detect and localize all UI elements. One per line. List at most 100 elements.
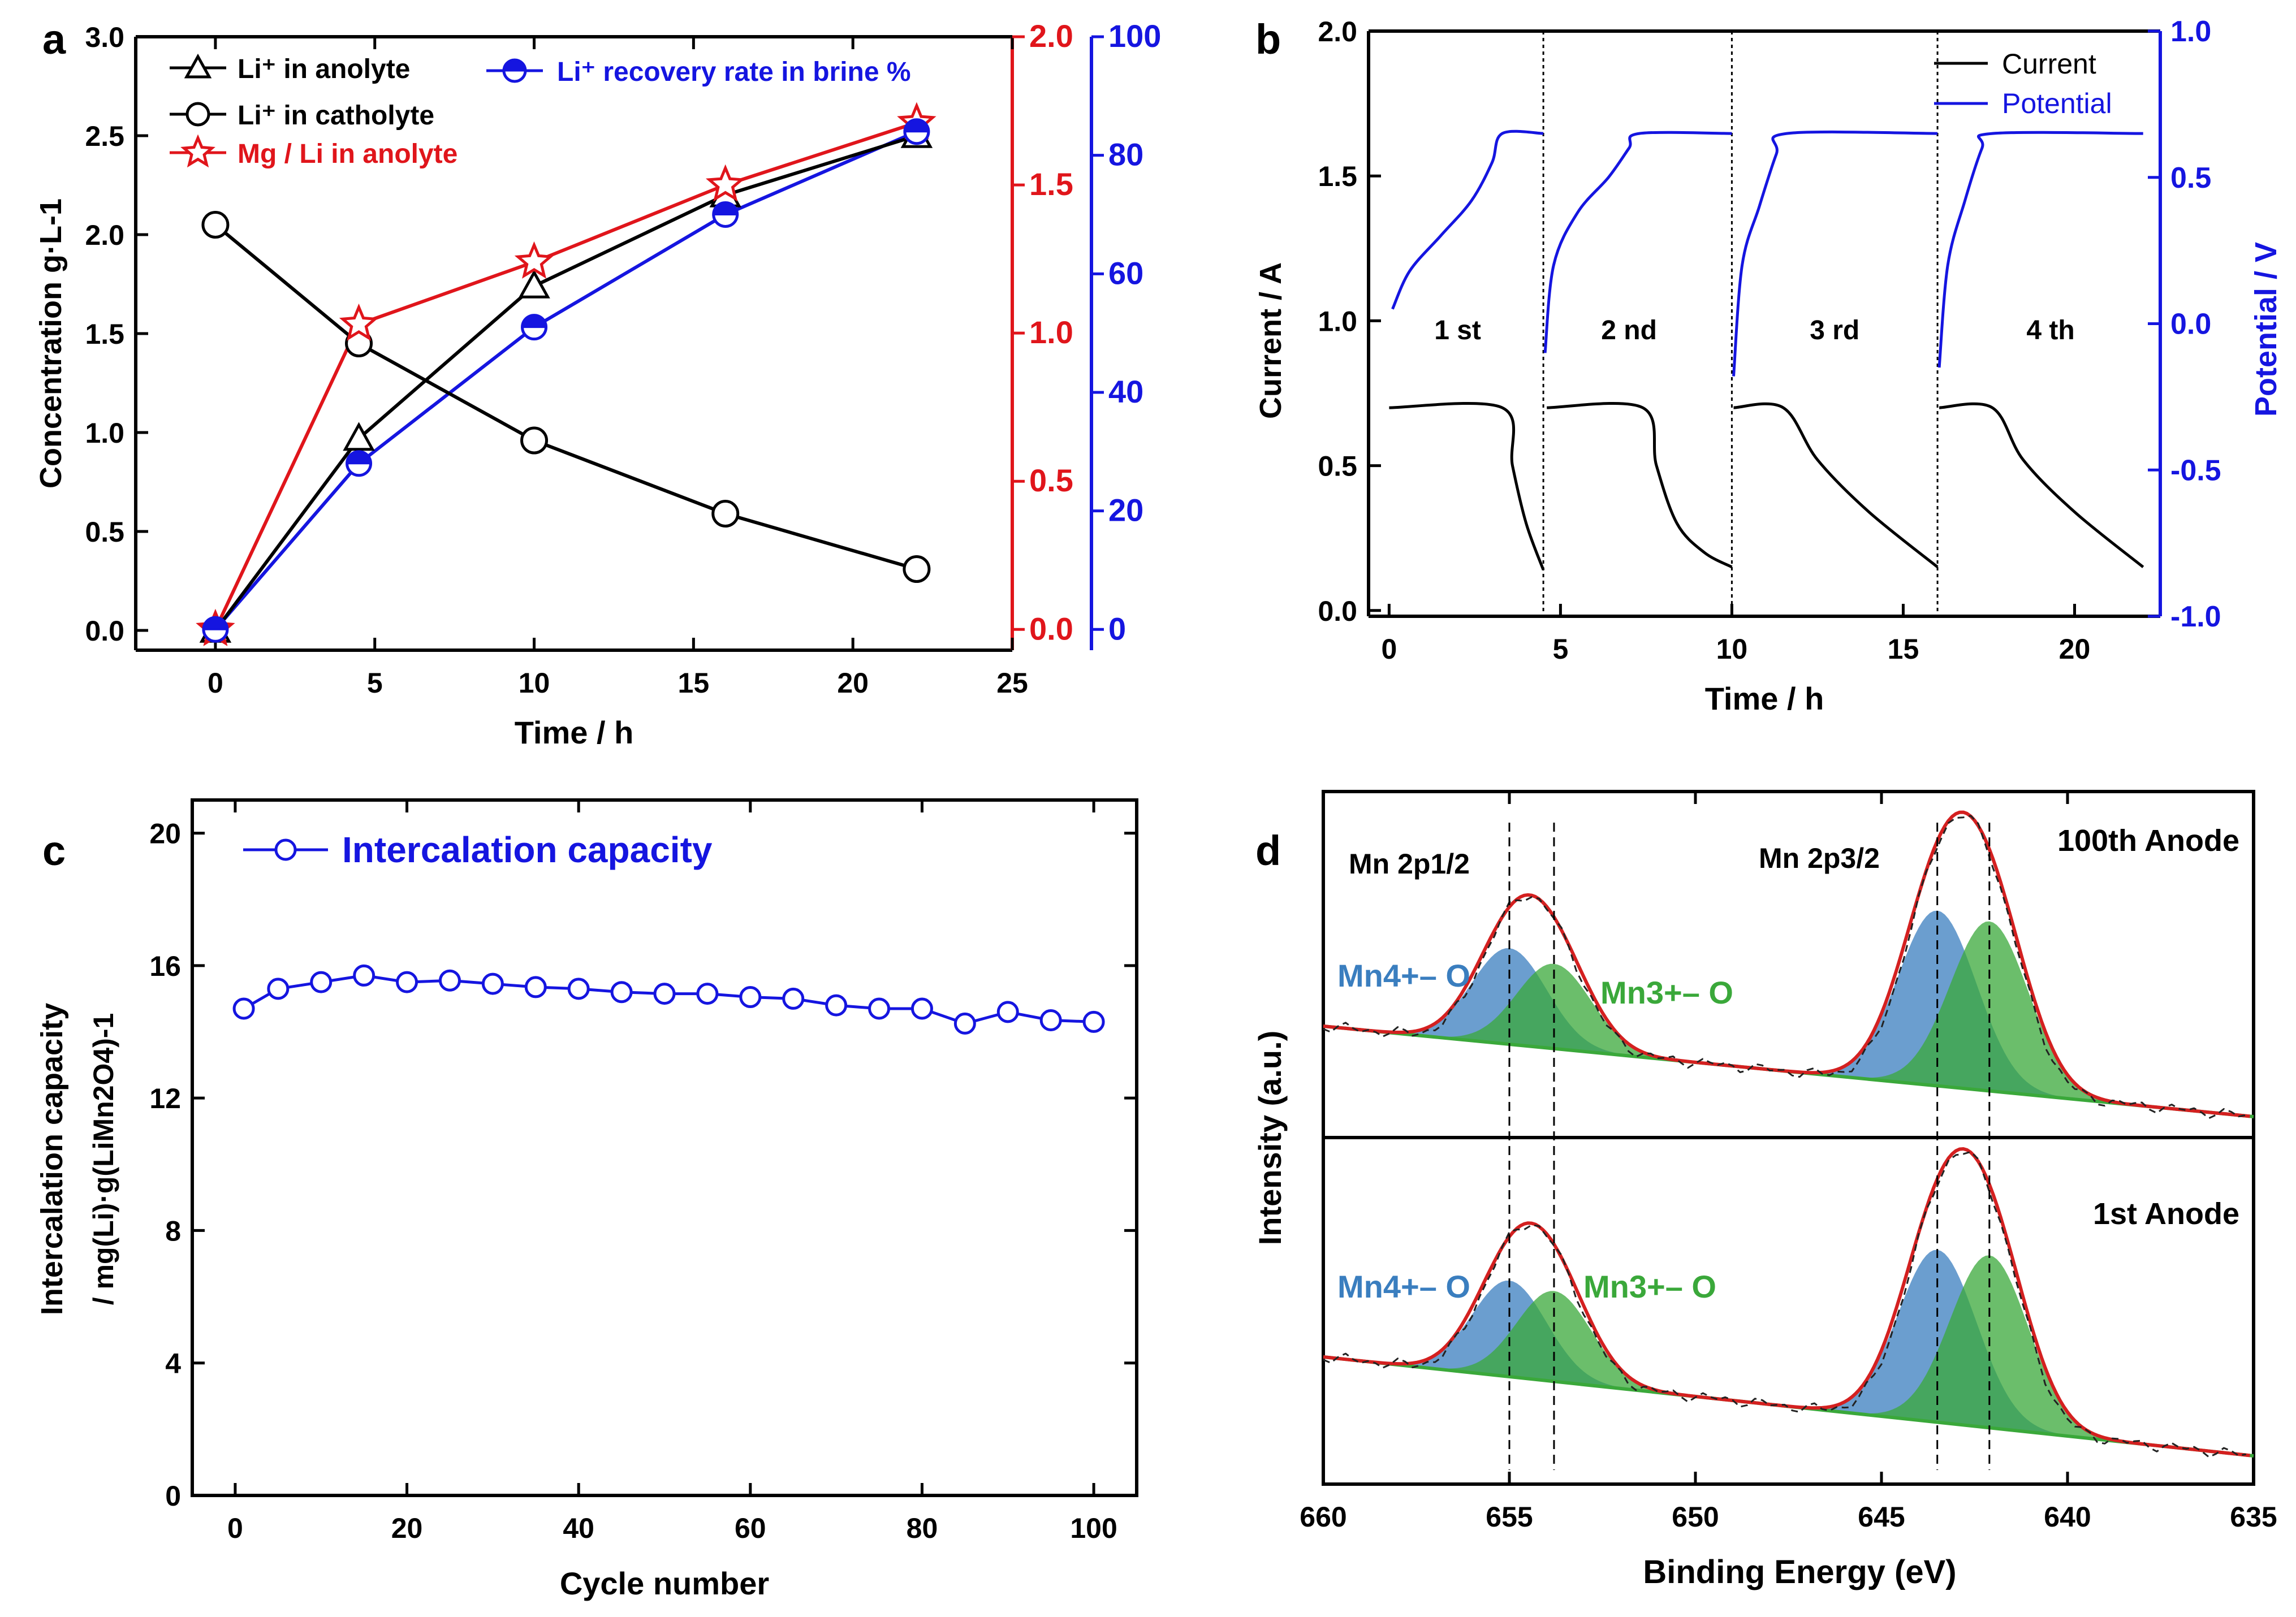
c-xtick-label: 20: [391, 1512, 423, 1544]
d-xtick-label: 645: [1858, 1501, 1905, 1533]
d-xlabel: Binding Energy (eV): [1643, 1554, 1956, 1590]
d-spec-top-component: [1323, 963, 2254, 1117]
b-ytick-label: 0.0: [1318, 595, 1357, 627]
a-ytick-label: 0.0: [85, 615, 124, 647]
c-xtick-label: 100: [1070, 1512, 1117, 1544]
b-y2tick-label: -1.0: [2170, 600, 2221, 633]
c-point: [567, 978, 590, 1000]
d-spec-bottom-component: [1323, 1291, 2254, 1456]
a-point-recovery-fill: [346, 451, 372, 465]
b-xtick-label: 5: [1552, 633, 1568, 665]
b-legend-potential: Potential: [2002, 88, 2112, 119]
b-xtick-label: 15: [1888, 633, 1919, 665]
b-cycle-label: 3 rd: [1810, 315, 1859, 345]
d-peak-label-mn4-bottom: Mn4+– O: [1337, 1269, 1470, 1304]
d-spec-top-envelope: [1323, 810, 2250, 1118]
c-point: [232, 997, 255, 1020]
a-y2tick-label: 1.0: [1029, 314, 1073, 350]
b-xlabel: Time / h: [1705, 681, 1824, 716]
d-spec-top-raw: [1323, 815, 2247, 1119]
c-ytick-label: 12: [149, 1083, 181, 1114]
b-current-cycle: [1939, 402, 2144, 568]
b-legend-current: Current: [2002, 48, 2096, 80]
c-ylabel: Intercalation capacity: [35, 1003, 69, 1315]
c-legend-marker: [274, 838, 297, 861]
c-ytick-label: 4: [165, 1348, 181, 1380]
b-cycle-label: 1 st: [1434, 315, 1481, 345]
a-xtick-label: 15: [678, 667, 710, 699]
a-y3tick-label: 20: [1108, 492, 1143, 528]
b-potential-cycle: [1732, 130, 1938, 377]
d-xtick-label: 650: [1672, 1501, 1719, 1533]
a-xtick-label: 10: [519, 667, 550, 699]
c-ytick-label: 20: [149, 818, 181, 850]
d-spec-top-component: [1323, 921, 2254, 1117]
c-point: [396, 971, 418, 993]
d-peak-label-mn3-bottom: Mn3+– O: [1583, 1269, 1716, 1304]
a-legend-circle: [185, 102, 210, 127]
a-y2tick-label: 0.0: [1029, 611, 1073, 646]
a-xtick-label: 0: [208, 667, 223, 699]
a-point-recovery: [712, 201, 739, 228]
a-ytick-label: 2.5: [85, 120, 124, 152]
c-point: [353, 964, 376, 987]
b-y2label: Potential / V: [2249, 242, 2283, 417]
a-line-catholyte: [214, 223, 917, 571]
c-xtick-label: 80: [907, 1512, 938, 1544]
panel-letter-d: d: [1255, 827, 1281, 874]
d-spectrum-label-100th: 100th Anode: [2057, 824, 2239, 858]
a-xlabel: Time / h: [515, 715, 634, 750]
a-y3tick-label: 80: [1108, 137, 1143, 172]
a-y3tick-label: 100: [1108, 18, 1161, 54]
d-region-label-2p12: Mn 2p1/2: [1349, 848, 1470, 880]
panel-d-chart: 660 655 650 645 640 635 Binding Energy (eV) Int…: [1252, 790, 2277, 1590]
c-point: [310, 971, 333, 993]
panel-a-chart: 0 5 10 15 20 25 Time / h 0.0 0.5 1.0 1.5 2.0 2.5 3.0 C…: [34, 18, 1161, 750]
d-xtick-label: 635: [2230, 1501, 2277, 1533]
d-region-label-2p32: Mn 2p3/2: [1759, 842, 1880, 874]
b-cycle-label: 4 th: [2026, 315, 2074, 345]
a-line-mgli: [214, 121, 917, 630]
a-ytick-label: 3.0: [85, 21, 124, 53]
b-current-cycle: [1733, 402, 1939, 568]
d-ylabel: Intensity (a.u.): [1252, 1031, 1288, 1246]
a-point-anolyte: [343, 422, 375, 451]
b-y2tick-label: 0.5: [2170, 162, 2211, 194]
b-ylabel: Current / A: [1254, 262, 1288, 419]
panel-letter-b: b: [1255, 16, 1281, 63]
c-ytick-label: 16: [149, 950, 181, 982]
c-point: [267, 978, 290, 1000]
c-point: [739, 986, 762, 1008]
a-ytick-label: 1.5: [85, 318, 124, 350]
a-legend-half: [502, 58, 527, 83]
a-point-recovery-fill: [202, 616, 228, 630]
d-spectrum-label-1st: 1st Anode: [2093, 1197, 2239, 1231]
a-point-mgli: [339, 303, 379, 341]
c-point: [825, 994, 848, 1017]
d-xtick-label: 640: [2044, 1501, 2091, 1533]
a-y3tick-label: 0: [1108, 611, 1126, 646]
a-y2tick-label: 0.5: [1029, 462, 1073, 498]
a-y3tick-label: 60: [1108, 255, 1143, 291]
a-point-recovery: [903, 118, 930, 145]
c-point: [953, 1012, 976, 1035]
a-y3tick-label: 40: [1108, 374, 1143, 409]
c-xlabel: Cycle number: [560, 1566, 769, 1601]
b-ytick-label: 2.0: [1318, 16, 1357, 47]
c-point: [653, 983, 676, 1005]
a-xtick-label: 20: [837, 667, 869, 699]
d-xtick-label: 655: [1486, 1501, 1533, 1533]
c-point: [696, 983, 719, 1005]
a-point-catholyte: [903, 555, 931, 583]
c-ylabel2: / mg(Li)·g(LiMn2O4)-1: [88, 1013, 119, 1305]
b-potential-cycle: [1391, 129, 1544, 310]
b-ytick-label: 0.5: [1318, 451, 1357, 482]
b-current-cycle: [1547, 402, 1733, 569]
a-point-mgli: [705, 164, 745, 202]
d-peak-label-mn3-top: Mn3+– O: [1600, 975, 1733, 1010]
a-ylabel: Concentration g·L-1: [34, 198, 68, 488]
panel-c-chart: 0 20 40 60 80 100 Cycle number 0 4 8 12 16 20 Interca…: [35, 798, 1138, 1601]
d-xtick-label: 660: [1300, 1501, 1346, 1533]
a-point-recovery-fill: [713, 201, 739, 215]
d-spec-bottom-raw: [1323, 1151, 2247, 1458]
